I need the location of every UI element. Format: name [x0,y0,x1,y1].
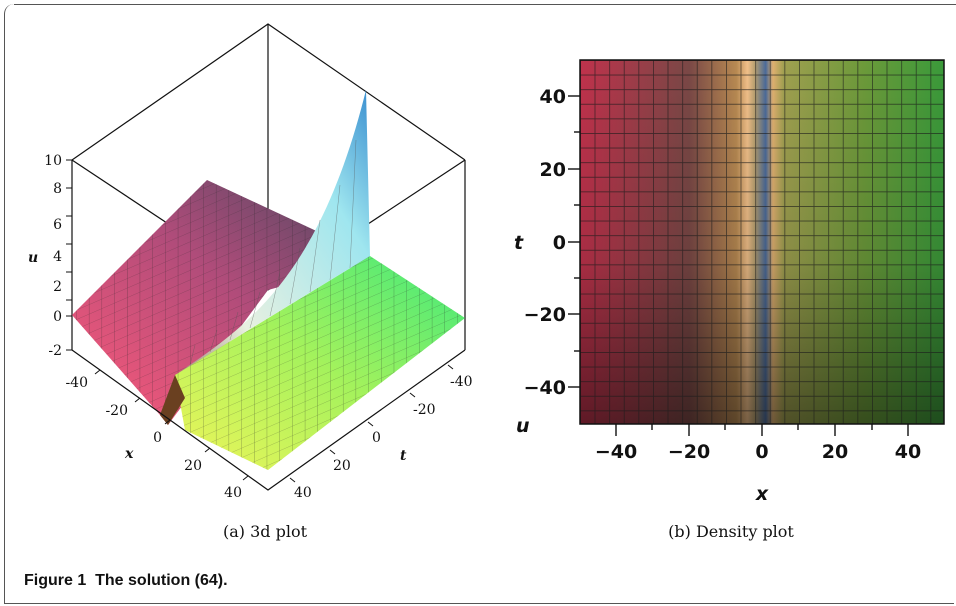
t-tick-40: 40 [294,485,312,501]
figure-frame-top [14,4,956,5]
x-tick-20: 20 [822,441,848,463]
surface-spike [160,90,370,425]
figure-label: Figure 1 [24,572,87,589]
t-tick-neg20: -20 [413,402,436,418]
x-tick-neg40: -40 [65,375,88,391]
subcaption-b: (b) Density plot [668,522,794,541]
u-axis-label: u [28,250,38,266]
subcaption-a: (a) 3d plot [222,522,308,541]
figure-frame [4,4,954,604]
u-axis [66,159,72,351]
x-axis-label: x [124,446,134,462]
t-tick-0: 0 [553,232,566,254]
t-tick-0: 0 [372,430,381,446]
t-tick-neg20: −20 [524,304,566,326]
t-tick-20: 20 [540,159,566,181]
u-axis-label: u [516,415,530,437]
u-tick-0: 0 [53,309,62,325]
x-tick-20: 20 [184,458,202,474]
u-tick-6: 6 [53,217,62,233]
t-axis-label: t [514,232,524,254]
t-tick-neg40: -40 [450,374,473,390]
u-tick-8: 8 [53,181,62,197]
x-tick-neg20: −20 [668,441,710,463]
figure-caption-text: The solution (64). [95,572,228,589]
figure-caption: Figure 1 The solution (64). [24,572,228,590]
x-tick-40: 40 [895,441,921,463]
u-tick-2: 2 [53,279,62,295]
t-axis-label: t [400,448,407,464]
u-tick-4: 4 [53,249,62,265]
x-tick-neg20: -20 [105,403,128,419]
t-tick-neg40: −40 [524,377,566,399]
t-tick-40: 40 [540,86,566,108]
x-tick-0: 0 [755,441,768,463]
u-tick-10: 10 [44,153,62,169]
surface-plot-3d: 10 8 6 4 2 0 -2 u -40 -20 0 20 40 x -40 … [28,23,473,501]
x-tick-40: 40 [224,485,242,501]
x-tick-0: 0 [153,430,162,446]
x-axis-label: x [755,483,769,505]
density-plot: 40 20 0 −20 −40 t u −40 −20 0 20 40 x [514,59,945,505]
u-tick-neg2: -2 [48,343,62,359]
x-tick-neg40: −40 [595,441,637,463]
t-tick-20: 20 [333,458,351,474]
